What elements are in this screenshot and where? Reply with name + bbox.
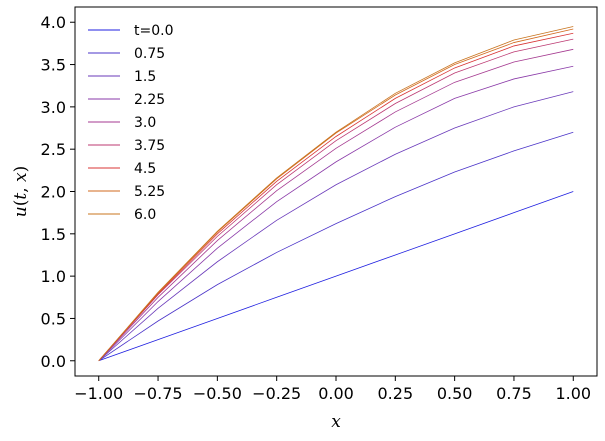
series-line-4 — [98, 48, 574, 362]
y-axis-label: u(t, x) — [11, 166, 31, 217]
y-tick-label: 3.0 — [41, 98, 66, 117]
y-axis-ticks: 0.0 0.5 1.0 1.5 2.0 2.5 3.0 3.5 4.0 — [41, 13, 75, 371]
y-tick-label: 1.5 — [41, 225, 66, 244]
legend-label-2: 1.5 — [134, 69, 156, 85]
x-tick-label: −0.50 — [193, 384, 242, 403]
y-tick-label: 0.5 — [41, 309, 66, 328]
y-tick-label: 2.5 — [41, 140, 66, 159]
legend: t=0.0 0.75 1.5 2.25 3.0 3.75 4.5 5.25 6.0 — [88, 23, 173, 223]
x-tick-label: −1.00 — [74, 384, 123, 403]
legend-label-1: 0.75 — [134, 46, 165, 62]
x-tick-label: 0.25 — [378, 384, 414, 403]
legend-label-7: 5.25 — [134, 184, 165, 200]
series-lines — [98, 26, 574, 362]
legend-label-0: t=0.0 — [134, 23, 173, 39]
y-tick-label: 4.0 — [41, 13, 66, 32]
series-line-3 — [98, 65, 574, 362]
legend-label-6: 4.5 — [134, 161, 156, 177]
series-line-6 — [98, 32, 574, 362]
x-tick-label: −0.25 — [252, 384, 301, 403]
series-line-8 — [98, 26, 574, 362]
series-line-5 — [98, 38, 574, 362]
y-tick-label: 2.0 — [41, 183, 66, 202]
x-tick-label: −0.75 — [134, 384, 183, 403]
y-tick-label: 0.0 — [41, 352, 66, 371]
x-axis-label: x — [331, 412, 341, 432]
x-tick-label: 0.50 — [437, 384, 473, 403]
legend-label-5: 3.75 — [134, 138, 165, 154]
legend-label-8: 6.0 — [134, 207, 156, 223]
series-line-7 — [98, 28, 574, 362]
x-tick-label: 0.00 — [318, 384, 354, 403]
x-tick-label: 0.75 — [496, 384, 532, 403]
series-line-1 — [98, 131, 574, 362]
y-tick-label: 3.5 — [41, 56, 66, 75]
x-tick-label: 1.00 — [555, 384, 591, 403]
legend-label-3: 2.25 — [134, 92, 165, 108]
legend-label-4: 3.0 — [134, 115, 156, 131]
series-line-2 — [98, 91, 574, 362]
y-tick-label: 1.0 — [41, 267, 66, 286]
series-line-0 — [98, 191, 574, 362]
x-axis-ticks: −1.00 −0.75 −0.50 −0.25 0.00 0.25 0.50 0.75 1.00 — [74, 376, 591, 403]
